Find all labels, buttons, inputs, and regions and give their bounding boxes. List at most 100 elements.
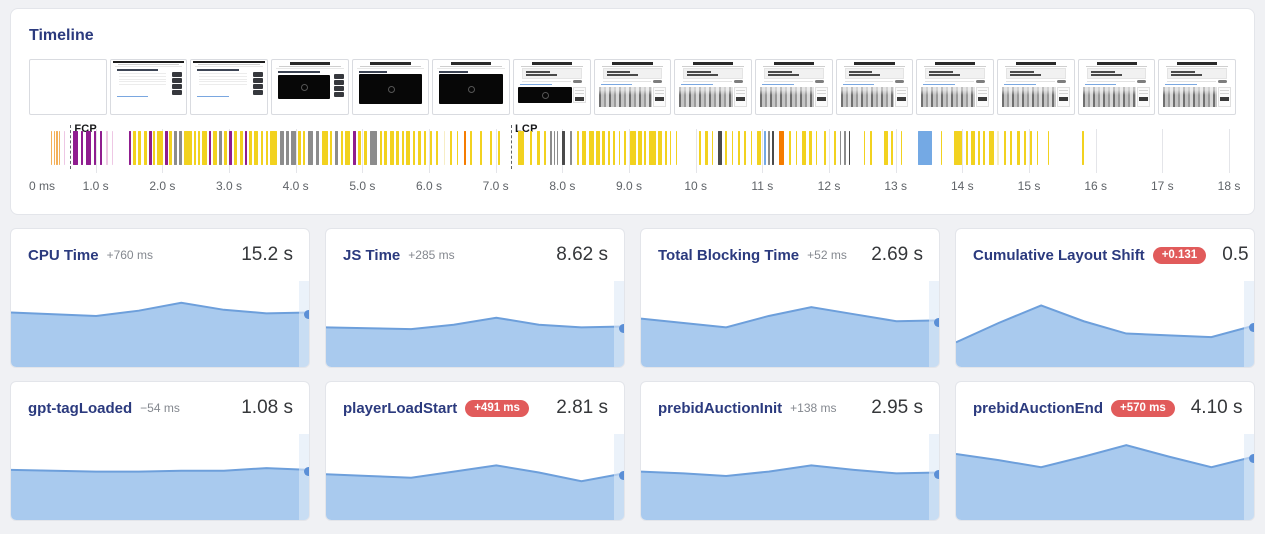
timeline-bar bbox=[623, 131, 626, 165]
metric-card-prebidauctionend[interactable]: prebidAuctionEnd +570 ms 4.10 s bbox=[955, 381, 1255, 521]
latest-run-highlight bbox=[299, 434, 309, 520]
filmstrip-frame-10[interactable] bbox=[755, 59, 833, 115]
axis-tick-label: 7.0 s bbox=[482, 179, 509, 193]
timeline-bar bbox=[435, 131, 438, 165]
sparkline-chart bbox=[11, 432, 309, 520]
timeline-bar bbox=[731, 131, 733, 165]
timeline-bar bbox=[711, 131, 713, 165]
timeline-bar bbox=[966, 131, 969, 165]
timeline-bar bbox=[498, 131, 500, 165]
filmstrip-frame-7[interactable] bbox=[513, 59, 591, 115]
timeline-bar bbox=[202, 131, 207, 165]
axis-tick-label: 4.0 s bbox=[282, 179, 309, 193]
metric-title: prebidAuctionInit bbox=[658, 399, 783, 417]
timeline-bar bbox=[844, 131, 846, 165]
timeline-bar bbox=[59, 131, 61, 165]
metric-delta-badge: +491 ms bbox=[465, 399, 529, 417]
metric-value: 0.5 bbox=[1222, 244, 1249, 265]
metric-value: 8.62 s bbox=[556, 244, 608, 265]
metric-card-cpu-time[interactable]: CPU Time +760 ms 15.2 s bbox=[10, 228, 310, 368]
timeline-bar bbox=[345, 131, 351, 165]
axis-tick-label: 15 s bbox=[1017, 179, 1041, 193]
sparkline-chart bbox=[956, 279, 1254, 367]
timeline-bar bbox=[329, 131, 333, 165]
axis-tick-label: 5.0 s bbox=[349, 179, 376, 193]
axis-tick-label: 8.0 s bbox=[549, 179, 576, 193]
timeline-bar bbox=[971, 131, 975, 165]
timeline-bar bbox=[557, 131, 559, 165]
timeline-bar bbox=[577, 131, 579, 165]
timeline-bar bbox=[589, 131, 595, 165]
metric-title: JS Time bbox=[343, 246, 401, 264]
timeline-bar bbox=[997, 131, 999, 165]
metric-card-playerloadstart[interactable]: playerLoadStart +491 ms 2.81 s bbox=[325, 381, 625, 521]
timeline-bar bbox=[917, 131, 933, 165]
timeline-bar bbox=[699, 131, 701, 165]
filmstrip-frame-13[interactable] bbox=[997, 59, 1075, 115]
sparkline-latest-dot bbox=[934, 317, 939, 327]
filmstrip-frame-4[interactable] bbox=[271, 59, 349, 115]
timeline-bar bbox=[870, 131, 873, 165]
timeline-bar bbox=[291, 131, 296, 165]
timeline-bar bbox=[764, 131, 766, 165]
timeline-bar bbox=[582, 131, 586, 165]
metric-card-total-blocking-time[interactable]: Total Blocking Time +52 ms 2.69 s bbox=[640, 228, 940, 368]
timeline-bar bbox=[193, 131, 196, 165]
timeline-bar bbox=[457, 131, 459, 165]
metric-card-prebidauctioninit[interactable]: prebidAuctionInit +138 ms 2.95 s bbox=[640, 381, 940, 521]
filmstrip-frame-11[interactable] bbox=[835, 59, 914, 115]
metric-value: 2.81 s bbox=[556, 397, 608, 418]
filmstrip-frame-3[interactable] bbox=[190, 59, 269, 115]
timeline-bar bbox=[824, 131, 826, 165]
metric-title: playerLoadStart bbox=[343, 399, 458, 417]
metric-card-js-time[interactable]: JS Time +285 ms 8.62 s bbox=[325, 228, 625, 368]
timeline-bar bbox=[450, 131, 453, 165]
axis-tick-label: 3.0 s bbox=[215, 179, 243, 193]
timeline-bar bbox=[1037, 131, 1039, 165]
timeline-bar bbox=[1023, 131, 1026, 165]
metric-value: 15.2 s bbox=[241, 244, 293, 265]
timeline-bar bbox=[138, 131, 141, 165]
sparkline-chart bbox=[641, 432, 939, 520]
timeline-bar bbox=[380, 131, 383, 165]
metric-card-cumulative-layout-shift[interactable]: Cumulative Layout Shift +0.131 0.5 bbox=[955, 228, 1255, 368]
filmstrip-frame-6[interactable] bbox=[432, 59, 511, 115]
timeline-bar bbox=[658, 131, 662, 165]
axis-tick-label: 13 s bbox=[884, 179, 907, 193]
filmstrip-frame-8[interactable] bbox=[593, 59, 672, 115]
filmstrip-frame-14[interactable] bbox=[1077, 59, 1156, 115]
timeline-bar bbox=[389, 131, 394, 165]
timeline-bar bbox=[751, 131, 753, 165]
latest-run-highlight bbox=[1244, 434, 1254, 520]
timeline-bar bbox=[470, 131, 472, 165]
timeline-bar bbox=[463, 131, 466, 165]
timeline-bar bbox=[863, 131, 865, 165]
timeline-bar bbox=[1047, 131, 1049, 165]
timeline-bar bbox=[307, 131, 313, 165]
timeline-bar bbox=[744, 131, 747, 165]
timeline-axis: 0 ms 1.0 s 2.0 s 3.0 s 4.0 s 5.0 s 6.0 s 7.0 s 8… bbox=[29, 179, 1240, 195]
timeline-bar bbox=[1017, 131, 1020, 165]
filmstrip-frame-1[interactable] bbox=[29, 59, 107, 115]
timeline-bar bbox=[353, 131, 357, 165]
timeline-bar bbox=[768, 131, 770, 165]
timeline-bar bbox=[153, 131, 155, 165]
axis-tick-label: 1.0 s bbox=[82, 179, 109, 193]
sparkline-chart bbox=[326, 279, 624, 367]
metric-card-gpt-tagloaded[interactable]: gpt-tagLoaded −54 ms 1.08 s bbox=[10, 381, 310, 521]
fcp-marker: FCP bbox=[70, 123, 97, 169]
gridline bbox=[1095, 129, 1097, 173]
sparkline-latest-dot bbox=[1249, 454, 1254, 464]
timeline-bar bbox=[106, 131, 108, 165]
timeline-bar bbox=[849, 131, 851, 165]
metric-value: 2.69 s bbox=[871, 244, 923, 265]
filmstrip-frame-2[interactable] bbox=[109, 59, 188, 115]
filmstrip-frame-5[interactable] bbox=[351, 59, 430, 115]
gridline bbox=[495, 129, 497, 173]
filmstrip-frame-12[interactable] bbox=[916, 59, 995, 115]
timeline-bar bbox=[718, 131, 722, 165]
filmstrip-frame-9[interactable] bbox=[674, 59, 753, 115]
axis-tick-label: 2.0 s bbox=[149, 179, 176, 193]
filmstrip-frame-15[interactable] bbox=[1158, 59, 1237, 115]
timeline-bar bbox=[73, 131, 79, 165]
